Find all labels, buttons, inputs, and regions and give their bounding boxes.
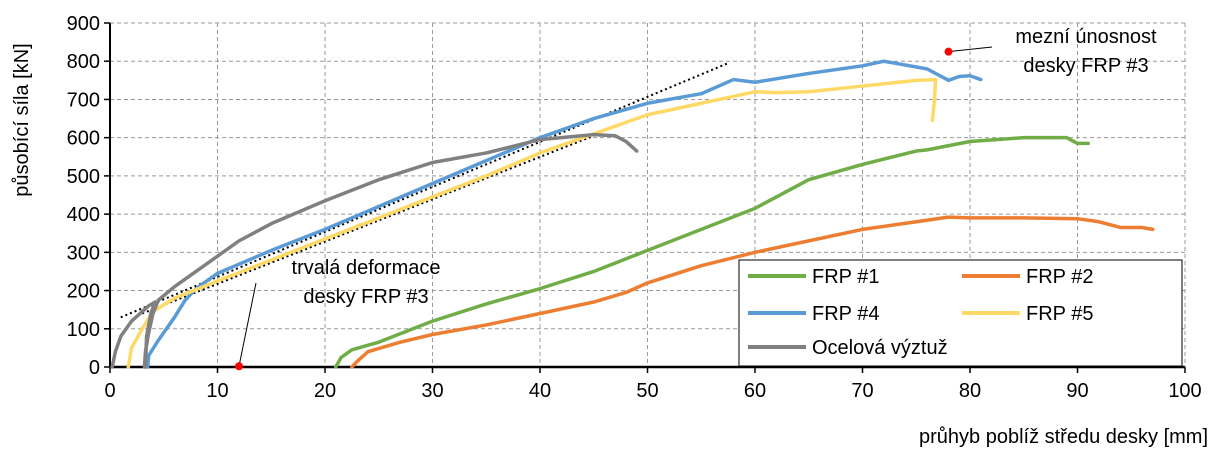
legend-label: FRP #1 <box>812 266 879 288</box>
annotation-leader-line <box>948 46 993 53</box>
annotation-text: trvalá deformace <box>292 257 441 279</box>
tick-labels: 0 10 20 30 40 50 60 70 80 90 100 0 100 200 300 400 500 60… <box>67 13 1202 402</box>
x-tick-label: 0 <box>104 380 115 402</box>
x-tick-label: 100 <box>1168 380 1201 402</box>
series-line-frp-4 <box>145 59 983 369</box>
series-line-ocelov-v-ztu- <box>142 132 639 369</box>
series-line-ocelov-v-ztu-po-te-n-zat-en- <box>110 300 157 369</box>
y-tick-label: 100 <box>67 319 100 341</box>
annotation-marker <box>235 362 243 371</box>
y-tick-label: 700 <box>67 89 100 111</box>
legend: FRP #1 FRP #2 FRP #4 FRP #5 Ocelová výztuž <box>738 259 1183 367</box>
y-axis-label: působící síla [kN] <box>11 43 33 196</box>
x-tick-label: 20 <box>314 380 336 402</box>
annotation-text: desky FRP #3 <box>1023 55 1148 77</box>
x-tick-label: 30 <box>421 380 443 402</box>
y-tick-label: 600 <box>67 128 100 150</box>
legend-label: FRP #2 <box>1026 266 1093 288</box>
y-tick-label: 400 <box>67 204 100 226</box>
series-group <box>110 59 1155 369</box>
x-tick-label: 50 <box>636 380 658 402</box>
x-tick-label: 90 <box>1066 380 1088 402</box>
annotation-text: desky FRP #3 <box>303 286 428 308</box>
grid <box>110 22 1186 367</box>
x-tick-label: 80 <box>959 380 981 402</box>
x-tick-label: 60 <box>744 380 766 402</box>
annotations: mezní únosnost desky FRP #3 trvalá deforma… <box>235 26 1157 371</box>
annotation-marker <box>944 47 953 56</box>
series-line-frp-2 <box>350 215 1155 369</box>
y-tick-label: 200 <box>67 281 100 303</box>
trendlines <box>120 62 729 319</box>
annotation-text: mezní únosnost <box>1015 26 1157 48</box>
x-tick-label: 40 <box>529 380 551 402</box>
legend-label: Ocelová výztuž <box>812 337 948 359</box>
x-axis-label: průhyb poblíž středu desky [mm] <box>919 426 1208 448</box>
series-line-frp-5 <box>126 77 938 369</box>
y-tick-label: 500 <box>67 166 100 188</box>
series-line-frp-1 <box>334 135 1090 369</box>
legend-box <box>738 259 1183 367</box>
trendline <box>141 134 595 315</box>
legend-label: FRP #5 <box>1026 303 1093 325</box>
x-tick-label: 70 <box>851 380 873 402</box>
x-tick-label: 10 <box>206 380 228 402</box>
y-tick-label: 900 <box>67 13 100 35</box>
axes <box>104 22 1186 373</box>
y-tick-label: 800 <box>67 51 100 73</box>
legend-label: FRP #4 <box>812 303 879 325</box>
y-tick-label: 300 <box>67 242 100 264</box>
annotation-leader-line <box>238 282 257 367</box>
y-tick-label: 0 <box>89 357 100 379</box>
